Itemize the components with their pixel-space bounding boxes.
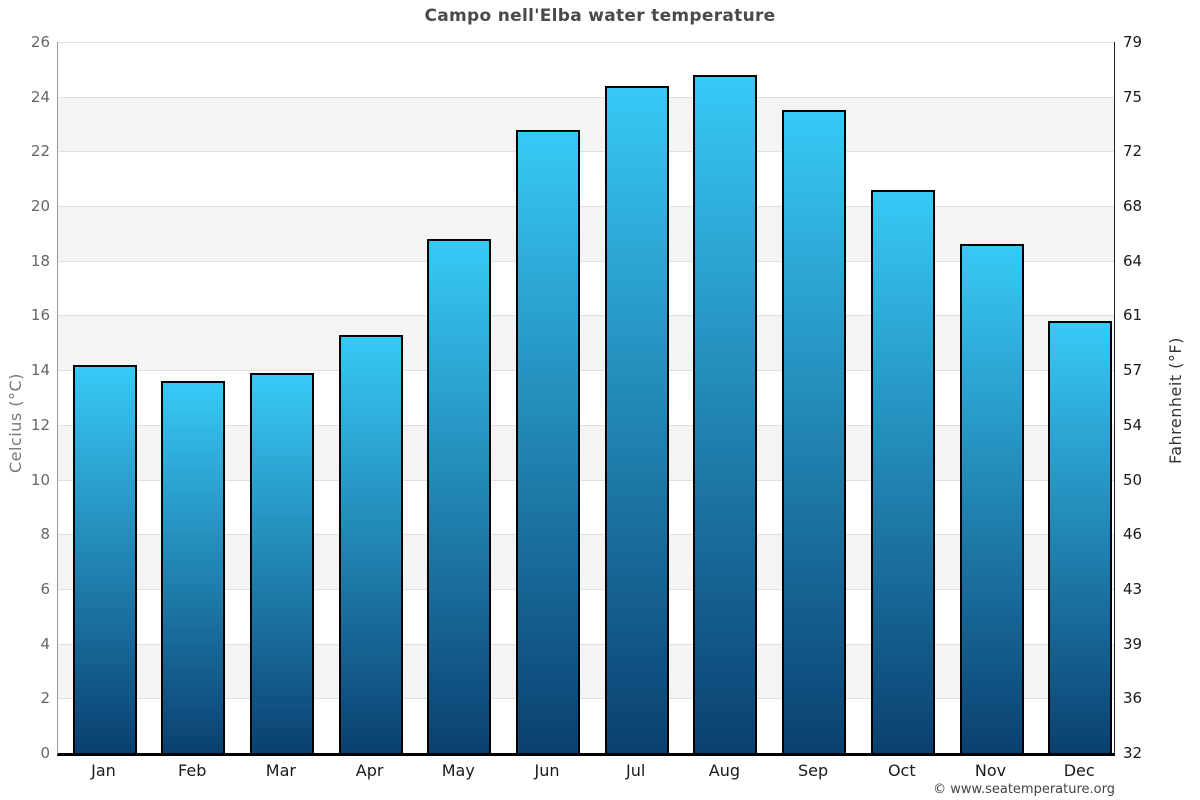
fahrenheit-tick-36: 36 xyxy=(1123,689,1143,708)
plot-band xyxy=(58,643,1114,699)
fahrenheit-tick-39: 39 xyxy=(1123,634,1143,653)
gridline xyxy=(58,96,1114,98)
celsius-tick-14: 14 xyxy=(30,361,50,380)
gridline xyxy=(58,42,1114,43)
gridline xyxy=(58,534,1114,536)
month-label-sep: Sep xyxy=(798,761,829,780)
y-axis-label-fahrenheit: Fahrenheit (°F) xyxy=(1166,337,1185,464)
month-label-may: May xyxy=(441,761,475,780)
plot-area xyxy=(57,42,1115,756)
month-label-feb: Feb xyxy=(178,761,207,780)
celsius-tick-6: 6 xyxy=(40,579,50,598)
celsius-tick-22: 22 xyxy=(30,142,50,161)
bar-jun xyxy=(516,129,580,753)
fahrenheit-tick-57: 57 xyxy=(1123,361,1143,380)
gridline xyxy=(58,151,1114,153)
gridline xyxy=(58,479,1114,481)
month-label-jan: Jan xyxy=(91,761,116,780)
fahrenheit-tick-43: 43 xyxy=(1123,579,1143,598)
bar-aug xyxy=(693,74,758,753)
celsius-tick-12: 12 xyxy=(30,415,50,434)
plot-band xyxy=(58,260,1114,316)
celsius-tick-0: 0 xyxy=(40,744,50,762)
plot-band xyxy=(58,206,1114,261)
plot-band xyxy=(58,315,1114,371)
fahrenheit-tick-50: 50 xyxy=(1123,470,1143,489)
fahrenheit-tick-72: 72 xyxy=(1123,142,1143,161)
month-label-mar: Mar xyxy=(265,761,296,780)
month-label-apr: Apr xyxy=(355,761,384,780)
celsius-tick-4: 4 xyxy=(40,634,50,653)
celsius-tick-20: 20 xyxy=(30,197,50,216)
bar-oct xyxy=(870,189,935,753)
bar-apr xyxy=(338,334,403,753)
fahrenheit-tick-64: 64 xyxy=(1123,251,1143,270)
fahrenheit-tick-54: 54 xyxy=(1123,415,1143,434)
gridline xyxy=(58,643,1114,645)
celsius-tick-16: 16 xyxy=(30,306,50,325)
plot-band xyxy=(58,96,1114,152)
month-label-aug: Aug xyxy=(708,761,741,780)
celsius-tick-2: 2 xyxy=(40,689,50,708)
plot-band xyxy=(58,370,1114,425)
gridline xyxy=(58,315,1114,317)
gridline xyxy=(58,588,1114,590)
celsius-tick-18: 18 xyxy=(30,251,50,270)
plot-band xyxy=(58,424,1114,480)
bar-sep xyxy=(782,110,847,753)
gridline xyxy=(58,698,1114,700)
bar-jan xyxy=(72,364,137,753)
bar-mar xyxy=(249,372,314,753)
celsius-tick-8: 8 xyxy=(40,525,50,544)
month-label-oct: Oct xyxy=(887,761,916,780)
month-label-dec: Dec xyxy=(1063,761,1095,780)
fahrenheit-tick-46: 46 xyxy=(1123,525,1143,544)
plot-band xyxy=(58,698,1114,753)
fahrenheit-tick-68: 68 xyxy=(1123,197,1143,216)
bar-may xyxy=(427,238,492,753)
fahrenheit-tick-75: 75 xyxy=(1123,87,1143,106)
gridline xyxy=(58,424,1114,426)
plot-band xyxy=(58,588,1114,644)
copyright-footer: © www.seatemperature.org xyxy=(933,782,1115,797)
gridline xyxy=(58,260,1114,262)
plot-band xyxy=(58,151,1114,207)
gridline xyxy=(58,370,1114,372)
celsius-tick-10: 10 xyxy=(30,470,50,489)
fahrenheit-tick-79: 79 xyxy=(1123,33,1143,51)
fahrenheit-tick-32: 32 xyxy=(1123,744,1143,762)
celsius-tick-26: 26 xyxy=(30,33,50,51)
chart-title: Campo nell'Elba water temperature xyxy=(424,6,776,26)
bar-feb xyxy=(161,381,226,753)
bar-jul xyxy=(604,85,669,753)
fahrenheit-tick-61: 61 xyxy=(1123,306,1143,325)
bar-dec xyxy=(1048,320,1113,753)
month-label-jul: Jul xyxy=(626,761,646,780)
bar-nov xyxy=(959,244,1024,753)
month-label-jun: Jun xyxy=(534,761,560,780)
plot-band xyxy=(58,42,1114,97)
celsius-tick-24: 24 xyxy=(30,87,50,106)
gridline xyxy=(58,206,1114,208)
month-label-nov: Nov xyxy=(974,761,1007,780)
plot-band xyxy=(58,534,1114,589)
plot-band xyxy=(58,479,1114,535)
